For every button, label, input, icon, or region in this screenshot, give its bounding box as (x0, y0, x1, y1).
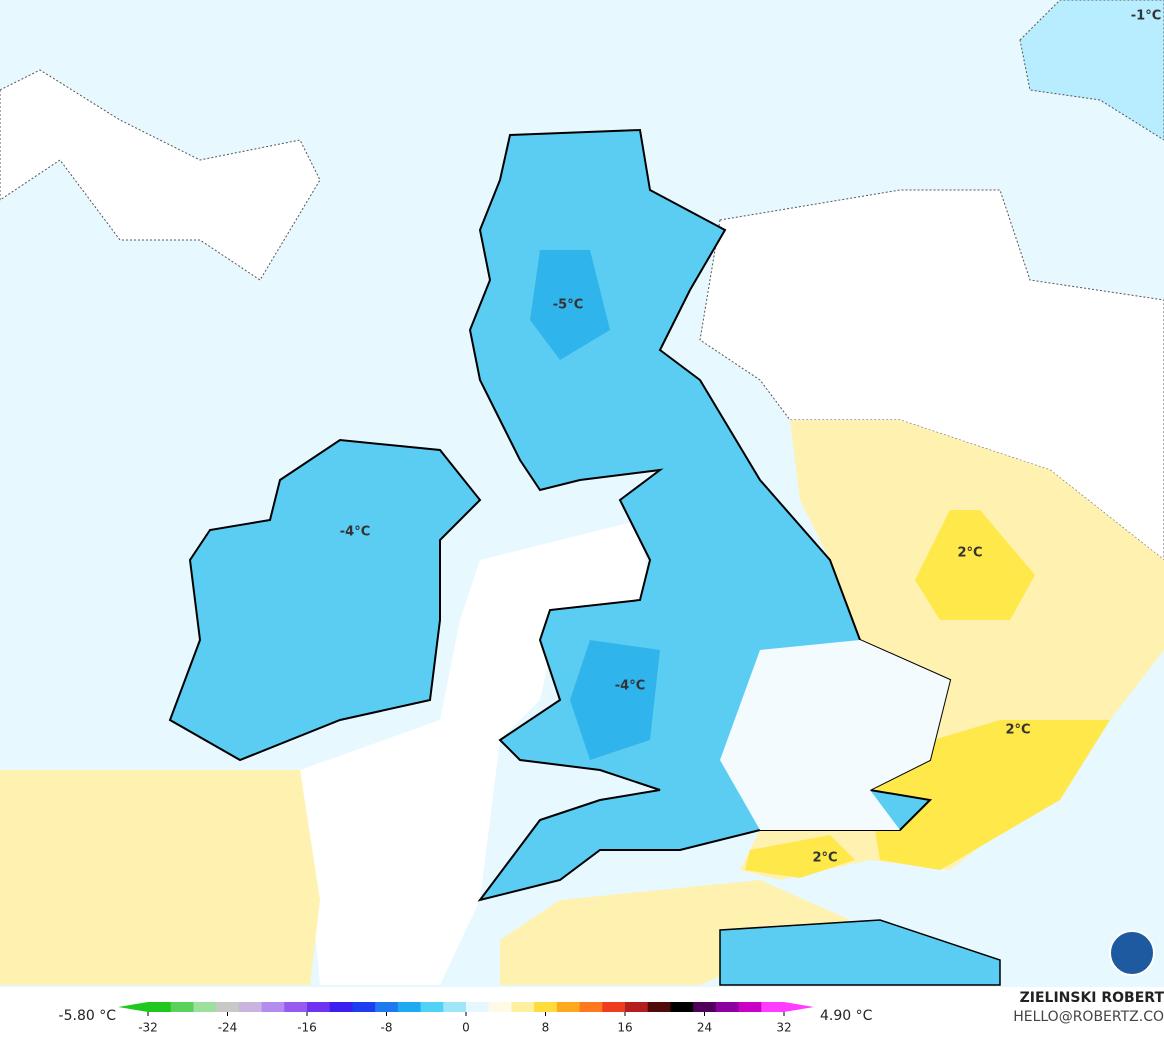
colorbar-cap (118, 1002, 148, 1012)
colorbar-segment (511, 1002, 535, 1012)
map-label: -1°C (1131, 9, 1161, 24)
warm-area (0, 69, 321, 281)
colorbar-segment (307, 1002, 331, 1012)
map-label: 2°C (957, 546, 982, 561)
colorbar-max: 4.90 °C (820, 1008, 873, 1024)
colorbar-segment (443, 1002, 467, 1012)
map-label: -4°C (615, 679, 645, 694)
mild-land (720, 640, 950, 830)
colorbar-segment (193, 1002, 217, 1012)
colorbar-segment (261, 1002, 285, 1012)
colorbar-segment (761, 1002, 785, 1012)
colorbar-segment (352, 1002, 376, 1012)
map-label: 2°C (1005, 723, 1030, 738)
colorbar-segment (148, 1002, 172, 1012)
colorbar-segment (534, 1002, 558, 1012)
colorbar: -32 -24 -16 -8 0 8 16 24 32 (118, 1002, 814, 1035)
cold-core (530, 250, 610, 360)
colorbar-tick-label: 32 (776, 1021, 791, 1035)
noaa-logo (1109, 930, 1155, 976)
warm-core (915, 510, 1035, 620)
colorbar-tick-label: 0 (462, 1021, 470, 1035)
colorbar-segment (284, 1002, 308, 1012)
colorbar-tick-label: 16 (617, 1021, 632, 1035)
colorbar-segment (420, 1002, 444, 1012)
ireland (168, 438, 482, 762)
mild-area (0, 770, 320, 985)
colorbar-tick-label: -16 (297, 1021, 317, 1035)
credit-name: ZIELINSKI ROBERT (1020, 990, 1164, 1006)
colorbar-segment (602, 1002, 626, 1012)
colorbar-segment (488, 1002, 512, 1012)
cold-core (570, 640, 660, 760)
colorbar-segment (670, 1002, 694, 1012)
colorbar-tick-label: 24 (697, 1021, 712, 1035)
colorbar-segment (715, 1002, 740, 1012)
map-label: -4°C (340, 525, 370, 540)
colorbar-segment (625, 1002, 649, 1012)
colorbar-tick-label: -24 (218, 1021, 238, 1035)
warm-area (300, 520, 650, 985)
colorbar-segment (216, 1002, 240, 1012)
colorbar-segment (375, 1002, 399, 1012)
colorbar-segment (397, 1002, 422, 1012)
colorbar-segment (579, 1002, 603, 1012)
colorbar-tick-label: -8 (381, 1021, 393, 1035)
colorbar-segment (693, 1002, 717, 1012)
colorbar-segment (170, 1002, 194, 1012)
colorbar-tick-label: -32 (138, 1021, 158, 1035)
warm-core (745, 835, 855, 878)
colorbar-segment (329, 1002, 353, 1012)
colorbar-segment (238, 1002, 263, 1012)
colorbar-min: -5.80 °C (59, 1008, 117, 1024)
colorbar-segment (647, 1002, 671, 1012)
map-label: -5°C (553, 298, 583, 313)
map-label: 2°C (812, 851, 837, 866)
colorbar-segment (738, 1002, 762, 1012)
colorbar-segment (466, 1002, 490, 1012)
colorbar-tick-label: 8 (542, 1021, 550, 1035)
cold-area (1019, 0, 1164, 141)
france-coast (719, 919, 1001, 986)
credit-email: HELLO@ROBERTZ.CO (1013, 1009, 1164, 1025)
colorbar-cap (784, 1002, 814, 1012)
mild-area (500, 880, 850, 985)
colorbar-segment (556, 1002, 581, 1012)
